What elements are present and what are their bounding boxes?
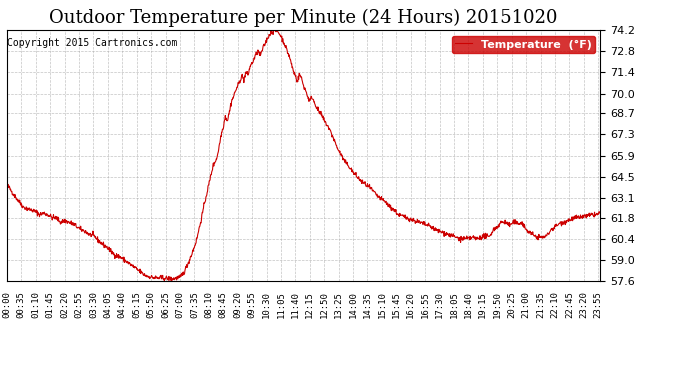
Temperature  (°F)	[250, 57, 259, 61]
Temperature  (°F)	[236, 81, 244, 85]
Text: Copyright 2015 Cartronics.com: Copyright 2015 Cartronics.com	[8, 38, 178, 48]
Temperature  (°F)	[134, 267, 142, 272]
Temperature  (°F)	[273, 25, 281, 30]
Legend: Temperature  (°F): Temperature (°F)	[452, 36, 595, 53]
Temperature  (°F)	[493, 224, 502, 229]
Temperature  (°F)	[395, 211, 404, 216]
Title: Outdoor Temperature per Minute (24 Hours) 20151020: Outdoor Temperature per Minute (24 Hours…	[50, 9, 558, 27]
Temperature  (°F)	[3, 182, 11, 186]
Temperature  (°F)	[166, 279, 174, 283]
Temperature  (°F)	[544, 231, 553, 236]
Line: Temperature  (°F): Temperature (°F)	[7, 27, 600, 281]
Temperature  (°F)	[596, 210, 604, 214]
